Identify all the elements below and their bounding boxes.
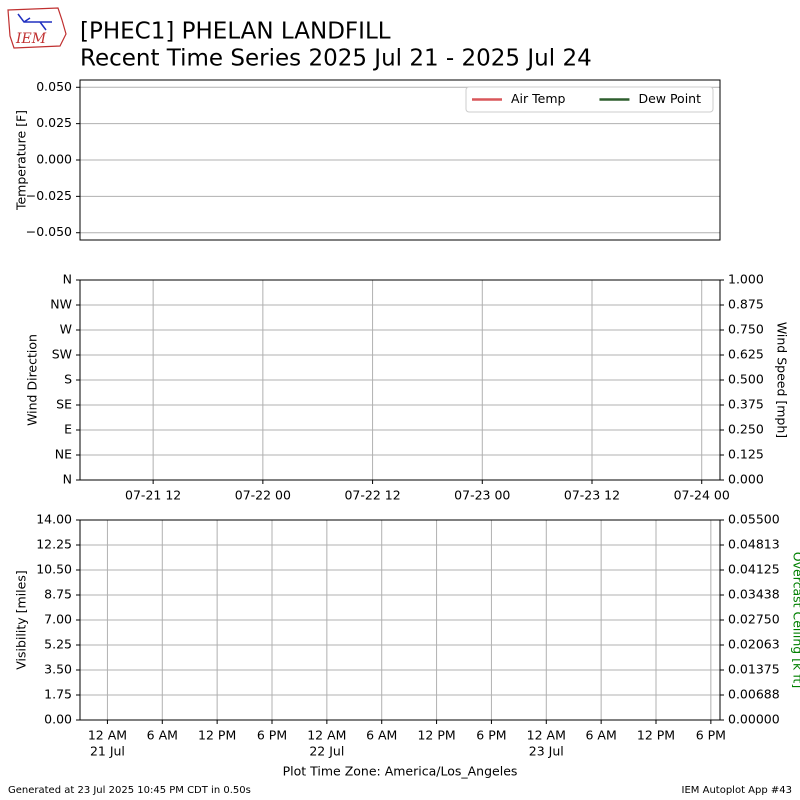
y-tick-label: 1.75 (44, 687, 72, 702)
y2-tick-label: 0.250 (728, 422, 764, 437)
x-tick-label: 12 AM (88, 728, 127, 743)
x-tick-date: 21 Jul (90, 744, 125, 759)
y-tick-label: 5.25 (44, 637, 72, 652)
y2-tick-label: 0.04813 (728, 537, 780, 552)
x-tick-label: 07-24 00 (674, 488, 730, 503)
x-tick-label: 6 AM (586, 728, 617, 743)
x-tick-label: 07-23 00 (454, 488, 510, 503)
y-tick-label: NE (55, 447, 72, 462)
x-axis-label: Plot Time Zone: America/Los_Angeles (283, 764, 518, 779)
y-tick-label: 10.50 (36, 562, 72, 577)
y2-axis-label: Overcast Ceiling [k ft] (791, 552, 800, 688)
y2-tick-label: 0.05500 (728, 512, 780, 527)
x-tick-label: 07-23 12 (564, 488, 620, 503)
x-tick-label: 07-22 00 (235, 488, 291, 503)
y-tick-label: 14.00 (36, 512, 72, 527)
y2-tick-label: 0.03438 (728, 587, 780, 602)
x-tick-label: 12 AM (307, 728, 346, 743)
y2-axis-label: Wind Speed [mph] (775, 322, 790, 438)
x-tick-label: 6 AM (147, 728, 178, 743)
y2-tick-label: 0.375 (728, 397, 764, 412)
y-tick-label: 0.050 (36, 79, 72, 94)
legend-label: Dew Point (638, 91, 701, 106)
x-tick-label: 6 PM (696, 728, 726, 743)
y-tick-label: W (60, 322, 72, 337)
y2-tick-label: 0.04125 (728, 562, 780, 577)
y-axis-label: Visibility [miles] (14, 570, 29, 669)
logo-map (7, 7, 67, 49)
x-tick-label: 07-22 12 (344, 488, 400, 503)
x-tick-label: 6 AM (366, 728, 397, 743)
legend: Air Temp Dew Point (465, 86, 714, 113)
y-tick-label: 12.25 (36, 537, 72, 552)
y-tick-label: 0.025 (36, 115, 72, 130)
y-tick-label: 7.00 (44, 612, 72, 627)
y-tick-label: 0.000 (36, 152, 72, 167)
footer-left: Generated at 23 Jul 2025 10:45 PM CDT in… (8, 785, 251, 796)
y2-tick-label: 1.000 (728, 272, 764, 287)
y-axis-label: Wind Direction (25, 334, 40, 426)
y-tick-label: −0.025 (26, 188, 72, 203)
y-tick-label: NW (50, 297, 72, 312)
y-tick-label: 0.00 (44, 712, 72, 727)
y-tick-label: N (63, 272, 72, 287)
y2-tick-label: 0.000 (728, 472, 764, 487)
y2-tick-label: 0.01375 (728, 662, 780, 677)
y2-tick-label: 0.00688 (728, 687, 780, 702)
plot-frame (79, 79, 721, 241)
footer-right: IEM Autoplot App #43 (682, 785, 792, 796)
x-tick-label: 6 PM (476, 728, 506, 743)
title: [PHEC1] PHELAN LANDFILL (80, 19, 391, 45)
y-tick-label: SE (56, 397, 72, 412)
x-tick-date: 22 Jul (309, 744, 344, 759)
subtitle: Recent Time Series 2025 Jul 21 - 2025 Ju… (80, 46, 592, 72)
y2-tick-label: 0.02063 (728, 637, 780, 652)
y-tick-label: SW (52, 347, 72, 362)
x-tick-label: 12 AM (527, 728, 566, 743)
x-tick-label: 12 PM (417, 728, 455, 743)
y-tick-label: N (63, 472, 72, 487)
y2-tick-label: 0.625 (728, 347, 764, 362)
y2-tick-label: 0.875 (728, 297, 764, 312)
x-tick-label: 12 PM (637, 728, 675, 743)
y2-tick-label: 0.02750 (728, 612, 780, 627)
x-tick-label: 07-21 12 (125, 488, 181, 503)
logo-symbol (17, 13, 52, 31)
legend-box (465, 86, 714, 113)
y-tick-label: −0.050 (26, 224, 72, 239)
y2-tick-label: 0.00000 (728, 712, 780, 727)
y-tick-label: S (64, 372, 72, 387)
y2-tick-label: 0.750 (728, 322, 764, 337)
plot-frame (79, 279, 721, 481)
x-tick-label: 12 PM (198, 728, 236, 743)
y2-tick-label: 0.125 (728, 447, 764, 462)
logo-text: IEM (15, 31, 47, 47)
x-tick-label: 6 PM (257, 728, 287, 743)
x-tick-date: 23 Jul (529, 744, 564, 759)
legend-label: Air Temp (511, 91, 566, 106)
y-tick-label: 3.50 (44, 662, 72, 677)
y-axis-label: Temperature [F] (14, 110, 29, 211)
logo: IEM (7, 7, 67, 49)
y-tick-label: E (64, 422, 72, 437)
y2-tick-label: 0.500 (728, 372, 764, 387)
y-tick-label: 8.75 (44, 587, 72, 602)
plot-frame (79, 519, 721, 721)
